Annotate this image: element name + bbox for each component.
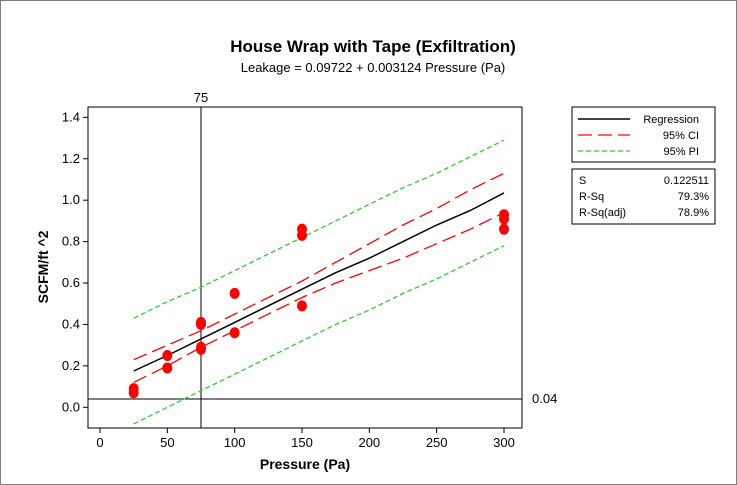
data-point bbox=[162, 362, 173, 374]
stats-table: S 0.122511 R-Sq 79.3% R-Sq(adj) 78.9% bbox=[571, 168, 716, 225]
x-tick-label: 50 bbox=[160, 435, 174, 450]
x-tick-label: 200 bbox=[358, 435, 380, 450]
stats-box bbox=[571, 168, 716, 225]
y-axis-label: SCFM/ft ^2 bbox=[35, 230, 51, 303]
data-point bbox=[229, 327, 240, 339]
data-point bbox=[499, 223, 509, 235]
series-line-95-ci-upper bbox=[133, 172, 505, 361]
data-point bbox=[196, 316, 206, 328]
x-axis: 0 50 100 150 200 250 300 bbox=[96, 428, 515, 450]
reference-lines: 750.04 bbox=[88, 90, 557, 428]
y-tick-label: 1.0 bbox=[62, 192, 80, 207]
legend-label: 95% PI bbox=[664, 146, 699, 158]
y-tick-label: 0.6 bbox=[62, 275, 80, 290]
stats-label: R-Sq bbox=[579, 191, 604, 203]
stats-value: 0.122511 bbox=[664, 175, 709, 187]
x-tick-label: 300 bbox=[493, 435, 515, 450]
legend-label: Regression bbox=[643, 114, 699, 126]
data-point bbox=[128, 383, 139, 395]
legend: Regression 95% CI 95% PI bbox=[571, 106, 716, 163]
series-line-regression bbox=[133, 192, 505, 372]
x-tick-label: 150 bbox=[291, 435, 313, 450]
data-points bbox=[128, 209, 509, 399]
series-line-95-pi-lower bbox=[133, 245, 505, 425]
chart-subtitle: Leakage = 0.09722 + 0.003124 Pressure (P… bbox=[241, 60, 506, 75]
stats-label: S bbox=[579, 175, 586, 187]
chart-title: House Wrap with Tape (Exfiltration) bbox=[230, 37, 516, 56]
y-tick-label: 1.4 bbox=[62, 109, 80, 124]
data-point bbox=[297, 300, 307, 312]
stats-label: R-Sq(adj) bbox=[579, 207, 626, 219]
x-tick-label: 100 bbox=[224, 435, 246, 450]
x-axis-label: Pressure (Pa) bbox=[260, 456, 350, 472]
data-point bbox=[196, 341, 206, 353]
stats-value: 79.3% bbox=[678, 191, 709, 203]
y-tick-label: 0.0 bbox=[62, 399, 80, 414]
y-tick-label: 0.4 bbox=[62, 316, 80, 331]
stats-value: 78.9% bbox=[678, 207, 709, 219]
y-tick-label: 0.2 bbox=[62, 358, 80, 373]
series-line-95-pi-upper bbox=[133, 139, 505, 319]
series-lines bbox=[133, 139, 505, 425]
data-point bbox=[499, 209, 509, 221]
x-tick-label: 250 bbox=[426, 435, 448, 450]
data-point bbox=[162, 350, 173, 362]
reference-label-horizontal: 0.04 bbox=[532, 391, 557, 406]
x-tick-label: 0 bbox=[96, 435, 103, 450]
y-axis: 0.0 0.2 0.4 0.6 0.8 1.0 1.2 1.4 bbox=[62, 109, 88, 414]
data-point bbox=[297, 223, 307, 235]
reference-label-vertical: 75 bbox=[194, 90, 208, 105]
legend-label: 95% CI bbox=[663, 130, 699, 142]
series-line-95-ci-lower bbox=[133, 212, 505, 383]
data-point bbox=[229, 287, 240, 299]
y-tick-label: 1.2 bbox=[62, 151, 80, 166]
legend-box bbox=[571, 106, 716, 163]
y-tick-label: 0.8 bbox=[62, 234, 80, 249]
plot-area bbox=[87, 106, 523, 429]
